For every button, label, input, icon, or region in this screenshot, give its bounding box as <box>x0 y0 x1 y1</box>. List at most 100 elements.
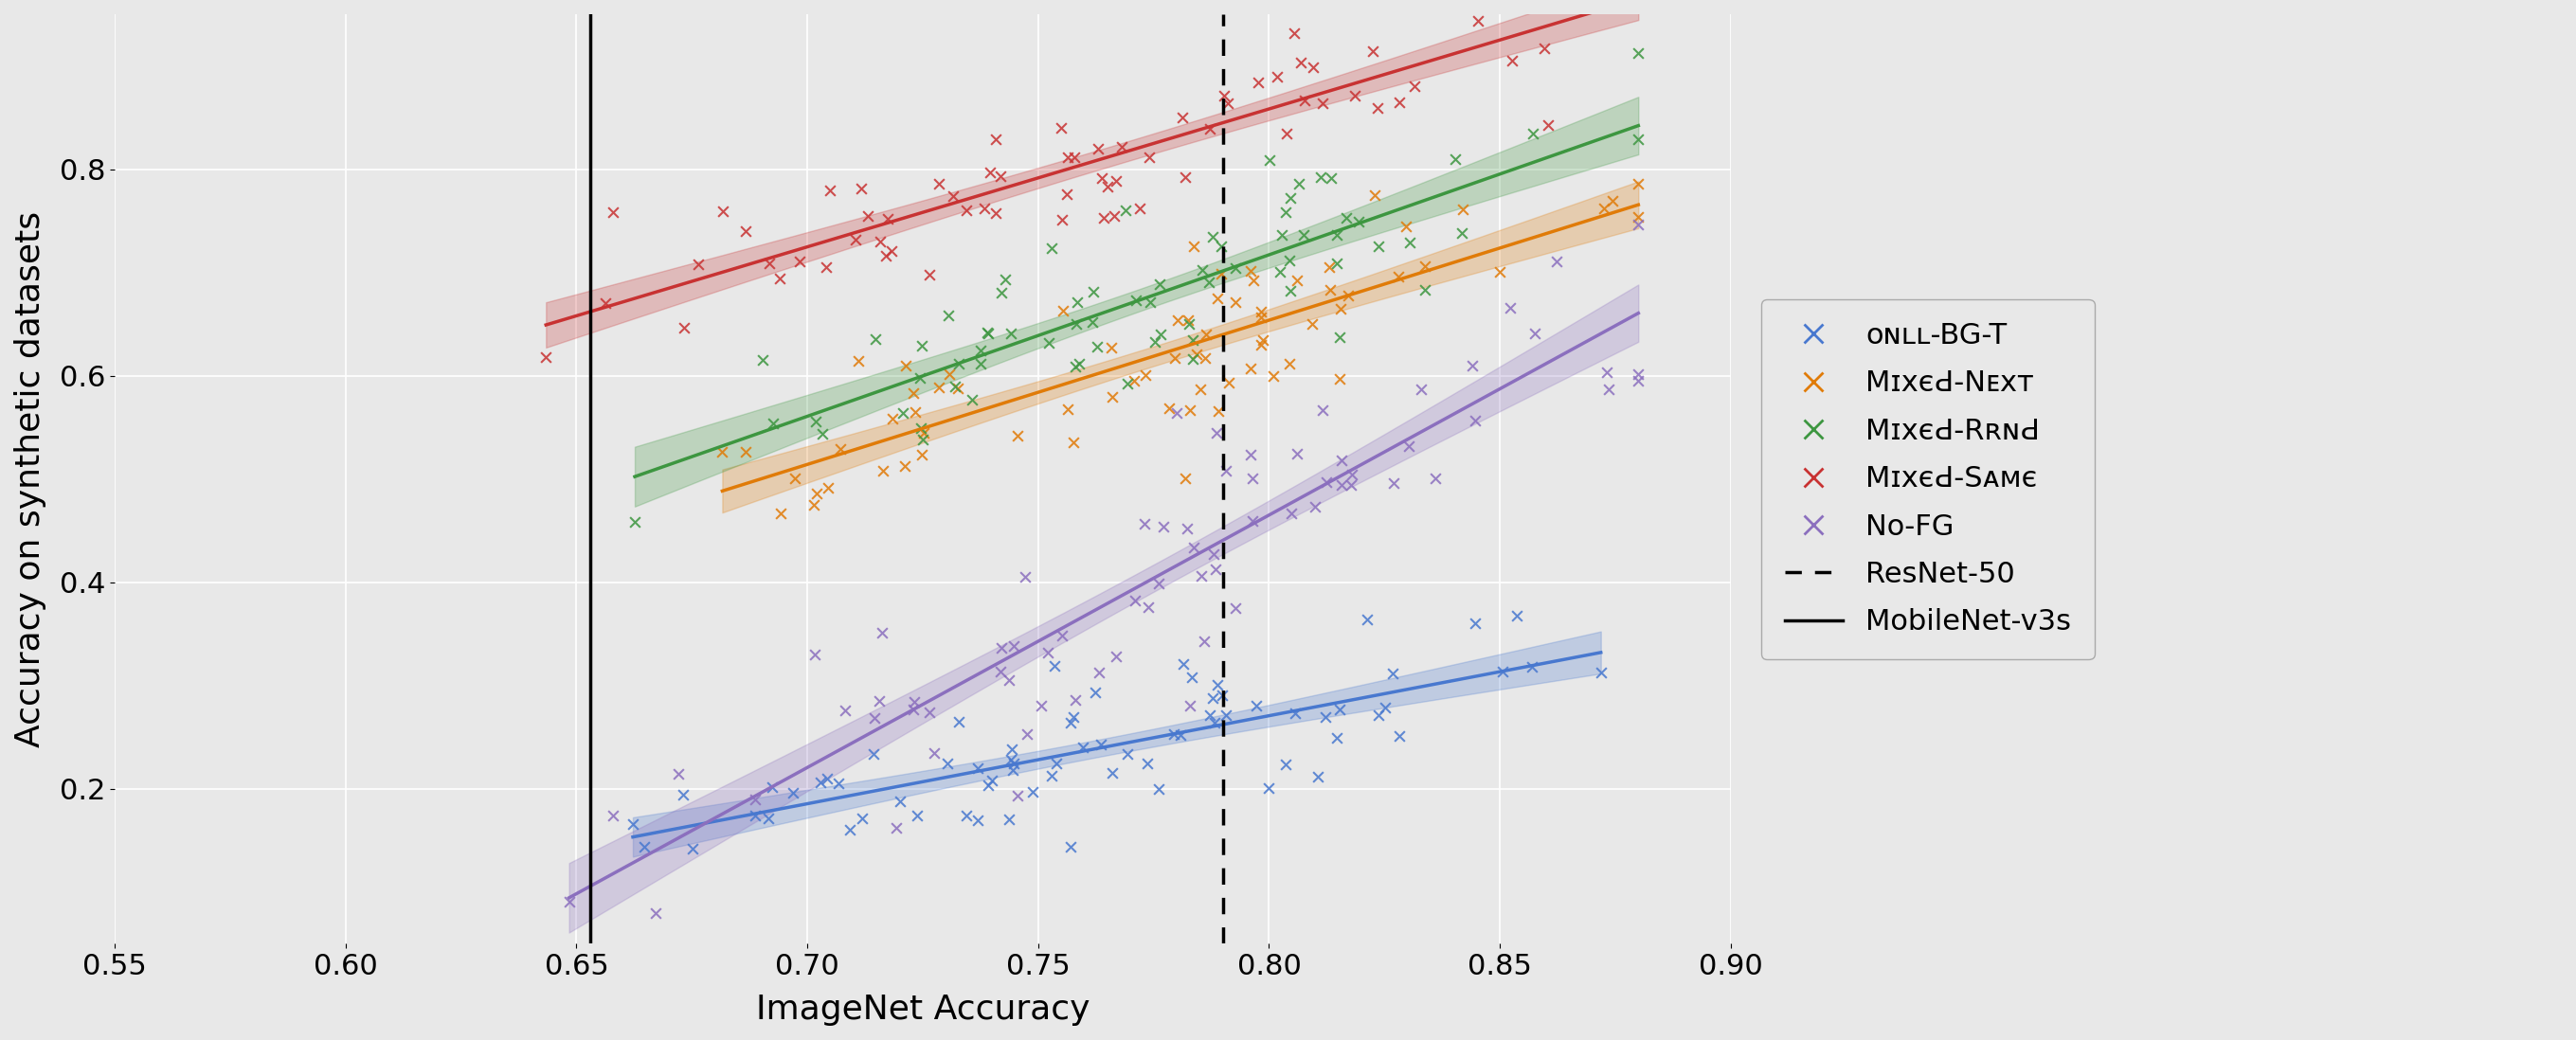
Point <box>801 774 842 790</box>
Point <box>1618 131 1659 148</box>
Legend: ᴏɴʟʟ-BG-T, MɪхєԀ-Nᴇхт, MɪхєԀ-RʀɴԀ, MɪхєԀ-Sᴀмє, Nᴏ-FG, ResNet-50, MobileNet-v3s: ᴏɴʟʟ-BG-T, MɪхєԀ-Nᴇхт, MɪхєԀ-RʀɴԀ, MɪхєԀ… <box>1762 298 2094 659</box>
Point <box>1355 187 1396 204</box>
Point <box>1327 287 1368 304</box>
Point <box>1347 612 1388 628</box>
Point <box>1293 59 1334 76</box>
Point <box>1270 189 1311 206</box>
Point <box>1257 69 1298 85</box>
Point <box>806 479 848 496</box>
Point <box>592 204 634 220</box>
Point <box>969 164 1010 181</box>
Point <box>860 233 902 250</box>
Point <box>966 324 1007 341</box>
Point <box>884 458 925 474</box>
Point <box>1123 516 1164 532</box>
Point <box>1103 138 1144 155</box>
Point <box>1159 727 1200 744</box>
Point <box>634 905 675 921</box>
Point <box>1030 239 1072 256</box>
Point <box>1193 546 1234 563</box>
Point <box>1164 168 1206 185</box>
Point <box>1358 99 1399 115</box>
Point <box>1208 96 1249 112</box>
Point <box>1512 125 1553 141</box>
Point <box>1041 120 1082 136</box>
Point <box>979 664 1020 680</box>
Point <box>747 809 788 826</box>
Point <box>1200 265 1242 282</box>
Point <box>1370 665 1412 681</box>
Point <box>1443 225 1484 241</box>
Point <box>981 284 1023 301</box>
Point <box>817 775 858 791</box>
Point <box>1340 213 1381 230</box>
Point <box>896 807 938 824</box>
Point <box>938 380 979 396</box>
Point <box>1231 263 1273 280</box>
Point <box>1198 676 1239 693</box>
Point <box>914 745 956 761</box>
Point <box>806 259 848 276</box>
Point <box>796 486 837 502</box>
Point <box>778 253 819 269</box>
Point <box>1242 304 1283 320</box>
Point <box>662 319 703 336</box>
Point <box>1265 756 1306 773</box>
Point <box>1275 446 1316 463</box>
Point <box>1319 371 1360 388</box>
Point <box>997 427 1038 444</box>
Point <box>1618 208 1659 225</box>
Point <box>1618 0 1659 6</box>
Point <box>1164 470 1206 487</box>
Point <box>1051 713 1092 730</box>
Point <box>1012 783 1054 800</box>
Point <box>1618 176 1659 192</box>
Point <box>1054 692 1095 708</box>
Point <box>829 822 871 838</box>
Point <box>1275 705 1316 722</box>
Point <box>909 704 951 721</box>
Point <box>549 893 590 910</box>
X-axis label: ImageNet Accuracy: ImageNet Accuracy <box>755 993 1090 1025</box>
Point <box>1316 256 1358 272</box>
Point <box>1316 227 1358 243</box>
Point <box>1321 477 1363 494</box>
Point <box>1352 43 1394 59</box>
Point <box>1479 263 1520 280</box>
Point <box>1074 683 1115 700</box>
Point <box>902 337 943 354</box>
Point <box>1358 707 1399 724</box>
Point <box>1105 202 1146 218</box>
Point <box>1229 446 1270 463</box>
Point <box>752 415 793 432</box>
Point <box>1051 838 1092 855</box>
Point <box>1306 474 1347 491</box>
Point <box>1203 87 1244 104</box>
Point <box>1216 294 1257 311</box>
Point <box>1443 201 1484 217</box>
Point <box>1618 366 1659 383</box>
Point <box>1321 451 1363 468</box>
Point <box>1190 121 1231 137</box>
Point <box>801 425 842 442</box>
Point <box>902 424 943 441</box>
Point <box>1087 178 1128 194</box>
Point <box>971 772 1012 788</box>
Point <box>1306 709 1347 726</box>
Point <box>938 356 979 372</box>
Point <box>871 243 912 260</box>
Point <box>1270 505 1311 522</box>
Point <box>1522 41 1564 57</box>
Point <box>1095 208 1136 225</box>
Point <box>1139 326 1180 342</box>
Point <box>809 182 850 199</box>
Point <box>1618 45 1659 61</box>
Point <box>585 294 626 311</box>
Point <box>1172 350 1213 367</box>
Point <box>835 231 876 248</box>
Point <box>1198 402 1239 419</box>
Point <box>1618 372 1659 389</box>
Point <box>878 794 920 810</box>
Point <box>1154 726 1195 743</box>
Point <box>868 210 909 227</box>
